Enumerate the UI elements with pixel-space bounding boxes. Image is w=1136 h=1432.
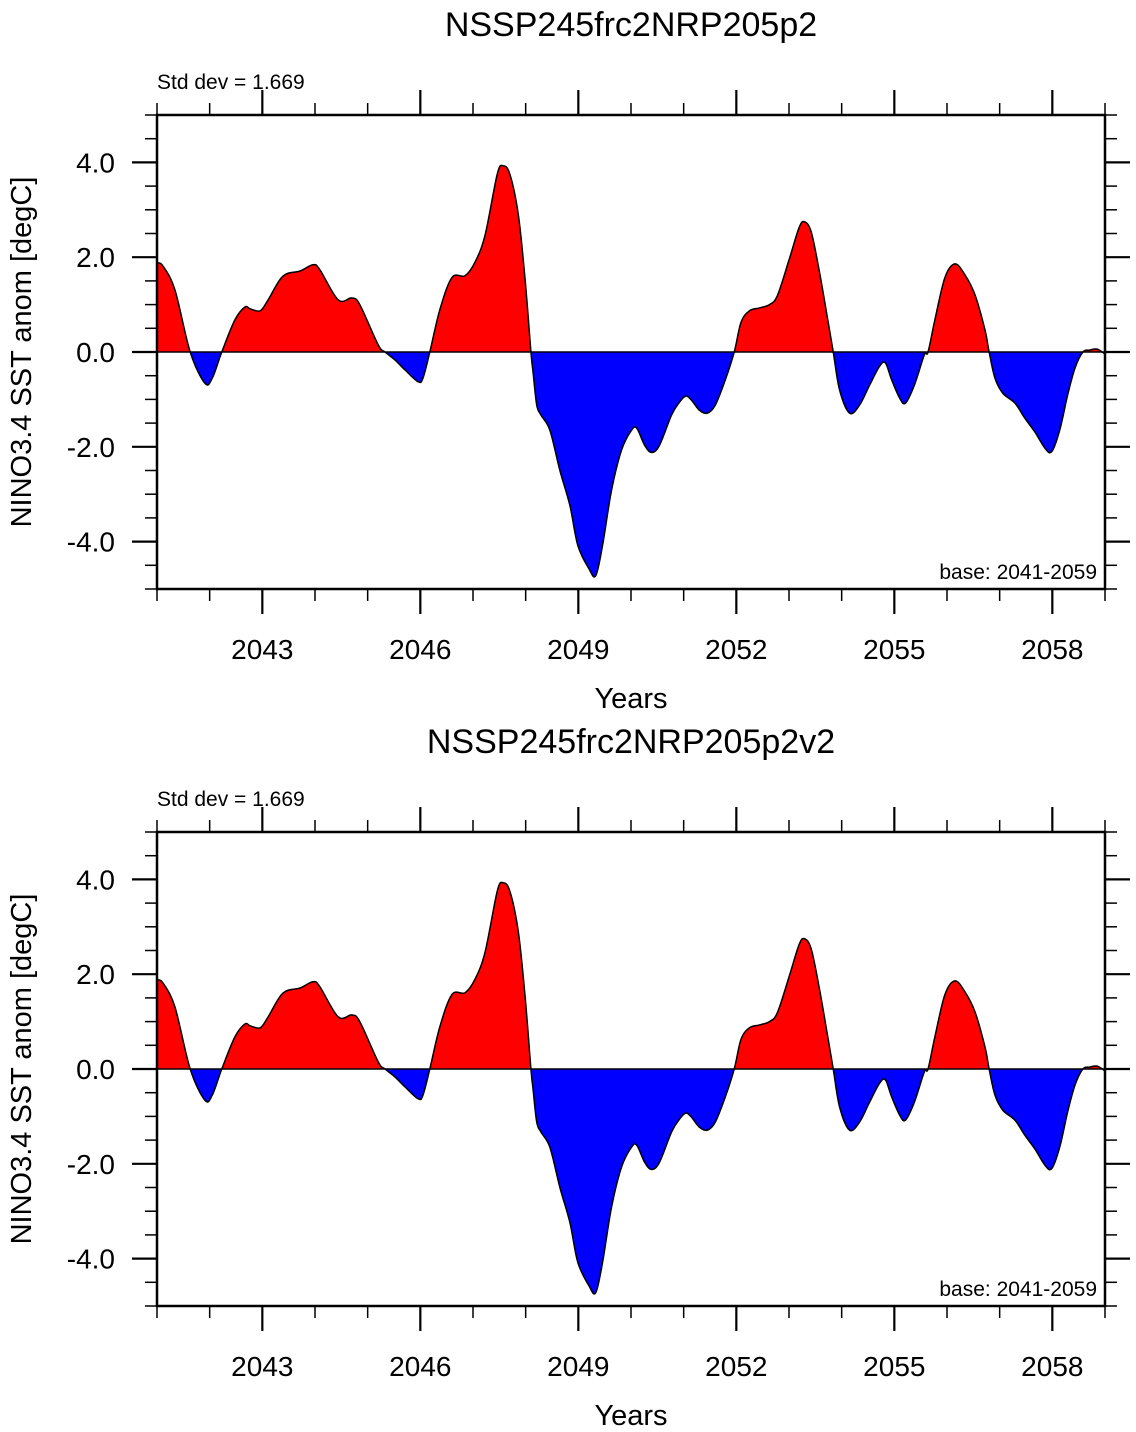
plot-area	[132, 90, 1130, 614]
chart-panel-2: NSSP245frc2NRP205p2v2 Std dev = 1.669 ba…	[6, 723, 1130, 1432]
base-period-annotation: base: 2041-2059	[939, 561, 1097, 584]
y-tick-labels: -4.0 -2.0 0.0 2.0 4.0	[67, 864, 115, 1274]
series-line	[156, 164, 1106, 578]
y-tick-label: 4.0	[76, 147, 115, 178]
positive-anomaly-fill	[157, 165, 1105, 352]
y-tick-label: -2.0	[67, 1149, 115, 1180]
y-tick-label: 2.0	[76, 242, 115, 273]
series-line	[156, 881, 1106, 1295]
chart-title: NSSP245frc2NRP205p2v2	[427, 723, 835, 761]
negative-anomaly-fill	[157, 1069, 1105, 1294]
x-tick-label: 2058	[1021, 634, 1083, 665]
x-tick-label: 2055	[863, 634, 925, 665]
chart-panel-1: NSSP245frc2NRP205p2 Std dev = 1.669 base…	[6, 6, 1130, 715]
x-tick-label: 2049	[547, 634, 609, 665]
y-tick-label: -4.0	[67, 527, 115, 558]
x-tick-label: 2058	[1021, 1351, 1083, 1382]
chart-title: NSSP245frc2NRP205p2	[445, 6, 817, 44]
y-axis-label: NINO3.4 SST anom [degC]	[6, 177, 38, 528]
x-tick-label: 2055	[863, 1351, 925, 1382]
y-tick-label: 0.0	[76, 337, 115, 368]
plot-area	[132, 807, 1130, 1331]
x-tick-labels: 2043 2046 2049 2052 2055 2058	[231, 634, 1083, 665]
x-axis-label: Years	[594, 1400, 667, 1432]
std-dev-annotation: Std dev = 1.669	[157, 788, 305, 811]
x-tick-labels: 2043 2046 2049 2052 2055 2058	[231, 1351, 1083, 1382]
x-tick-label: 2046	[389, 1351, 451, 1382]
positive-anomaly-fill	[157, 882, 1105, 1069]
x-axis-label: Years	[594, 683, 667, 715]
x-tick-label: 2046	[389, 634, 451, 665]
y-tick-label: 2.0	[76, 959, 115, 990]
y-tick-label: 0.0	[76, 1054, 115, 1085]
y-tick-label: -4.0	[67, 1244, 115, 1275]
std-dev-annotation: Std dev = 1.669	[157, 71, 305, 94]
x-tick-label: 2049	[547, 1351, 609, 1382]
y-axis-label: NINO3.4 SST anom [degC]	[6, 894, 38, 1245]
y-tick-label: 4.0	[76, 864, 115, 895]
base-period-annotation: base: 2041-2059	[939, 1278, 1097, 1301]
y-tick-label: -2.0	[67, 432, 115, 463]
x-tick-label: 2043	[231, 634, 293, 665]
x-tick-label: 2043	[231, 1351, 293, 1382]
y-tick-labels: -4.0 -2.0 0.0 2.0 4.0	[67, 147, 115, 557]
x-tick-label: 2052	[705, 634, 767, 665]
x-tick-label: 2052	[705, 1351, 767, 1382]
negative-anomaly-fill	[157, 352, 1105, 577]
